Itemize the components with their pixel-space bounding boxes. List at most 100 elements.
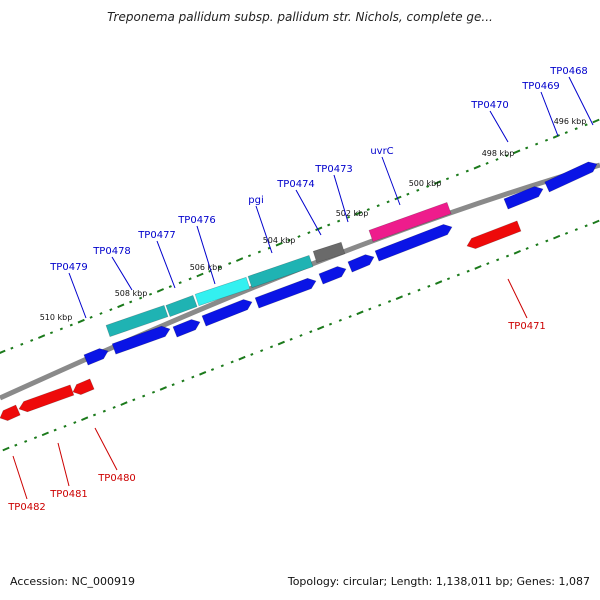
tick-mark xyxy=(73,421,77,424)
gene-label: TP0470 xyxy=(470,100,509,111)
gene-label: TP0482 xyxy=(7,502,46,513)
tick-mark xyxy=(63,424,67,428)
tick-mark xyxy=(592,219,600,225)
tick-mark xyxy=(297,235,301,238)
forward-gene xyxy=(254,277,317,309)
tick-mark xyxy=(473,164,481,170)
tick-mark xyxy=(30,339,34,342)
tick-mark xyxy=(435,280,443,285)
tick-mark xyxy=(505,254,510,258)
tick-mark xyxy=(465,169,469,173)
tick-mark xyxy=(277,340,285,346)
accession-text: Accession: NC_000919 xyxy=(10,575,136,588)
tick-mark xyxy=(24,440,28,443)
tick-mark xyxy=(210,368,215,371)
tick-mark xyxy=(188,277,192,281)
tick-mark xyxy=(513,149,521,155)
tick-mark xyxy=(445,177,450,181)
tick-mark xyxy=(426,185,430,188)
gene-label: pgi xyxy=(248,195,263,206)
leader-line xyxy=(568,76,594,126)
tick-mark xyxy=(171,383,175,387)
kbp-label: 510 kbp xyxy=(40,313,73,322)
tick-mark xyxy=(368,307,372,311)
kbp-label: 506 kbp xyxy=(190,263,223,272)
gene-label: TP0468 xyxy=(549,66,588,77)
tick-mark xyxy=(181,379,185,383)
forward-gene xyxy=(503,186,544,210)
leader-line xyxy=(255,205,273,254)
tick-mark xyxy=(513,249,521,255)
tick-mark xyxy=(394,195,402,201)
tick-mark xyxy=(584,123,588,127)
tick-mark xyxy=(544,138,549,142)
tick-mark xyxy=(315,226,323,232)
leader-line xyxy=(68,272,87,319)
kbp-label: 502 kbp xyxy=(336,209,369,218)
tick-mark xyxy=(260,349,264,353)
reverse-gene xyxy=(0,404,21,421)
tick-mark xyxy=(230,360,234,364)
map-title: Treponema pallidum subsp. pallidum str. … xyxy=(107,10,493,24)
tick-mark xyxy=(269,345,274,349)
tick-mark xyxy=(525,247,529,250)
tick-mark xyxy=(299,334,303,337)
tick-mark xyxy=(416,188,420,192)
tick-mark xyxy=(496,258,500,262)
tick-mark xyxy=(148,292,153,296)
tick-mark xyxy=(247,254,252,258)
tick-mark xyxy=(574,228,578,231)
tick-mark xyxy=(120,401,128,406)
tick-marks xyxy=(0,118,600,452)
tick-mark xyxy=(495,158,499,161)
leader-line xyxy=(57,442,70,487)
tick-mark xyxy=(112,405,116,409)
tick-mark xyxy=(584,224,588,228)
tick-mark xyxy=(348,315,352,319)
tick-mark xyxy=(99,312,103,315)
tick-mark xyxy=(356,310,364,316)
tick-mark xyxy=(89,315,93,319)
leader-line xyxy=(295,189,322,236)
reverse-gene xyxy=(18,384,75,413)
tick-mark xyxy=(486,262,490,266)
gene-label: TP0471 xyxy=(507,321,546,332)
tick-mark xyxy=(250,352,254,356)
leader-line xyxy=(333,174,349,223)
kbp-label: 504 kbp xyxy=(263,236,296,245)
tick-mark xyxy=(257,250,261,254)
tick-mark xyxy=(535,243,539,247)
gene-label: TP0469 xyxy=(521,81,560,92)
pink-gene xyxy=(368,201,452,243)
tick-mark xyxy=(129,300,133,304)
tick-mark xyxy=(307,231,311,235)
tick-mark xyxy=(327,223,331,227)
tick-mark xyxy=(553,234,561,240)
tick-mark xyxy=(592,118,600,124)
gene-label: TP0476 xyxy=(177,215,216,226)
tick-mark xyxy=(238,355,246,361)
tick-mark xyxy=(346,215,351,219)
tick-mark xyxy=(406,192,410,196)
tick-mark xyxy=(289,337,293,341)
tick-mark xyxy=(77,318,85,324)
tick-mark xyxy=(456,273,460,277)
rna-gene xyxy=(165,294,198,318)
tick-mark xyxy=(37,334,46,339)
tick-mark xyxy=(109,308,113,312)
tick-mark xyxy=(117,303,125,309)
tick-mark xyxy=(446,277,451,281)
tick-mark xyxy=(545,239,549,243)
tick-mark xyxy=(69,323,73,327)
tick-mark xyxy=(178,281,182,285)
tick-mark xyxy=(14,443,18,447)
tick-mark xyxy=(407,292,411,296)
tick-mark xyxy=(485,161,489,165)
kbp-label: 508 kbp xyxy=(115,289,148,298)
tick-mark xyxy=(366,208,370,211)
forward-gene xyxy=(318,266,347,285)
forward-gene xyxy=(347,254,375,273)
tick-mark xyxy=(2,446,10,452)
tick-mark xyxy=(386,200,390,204)
